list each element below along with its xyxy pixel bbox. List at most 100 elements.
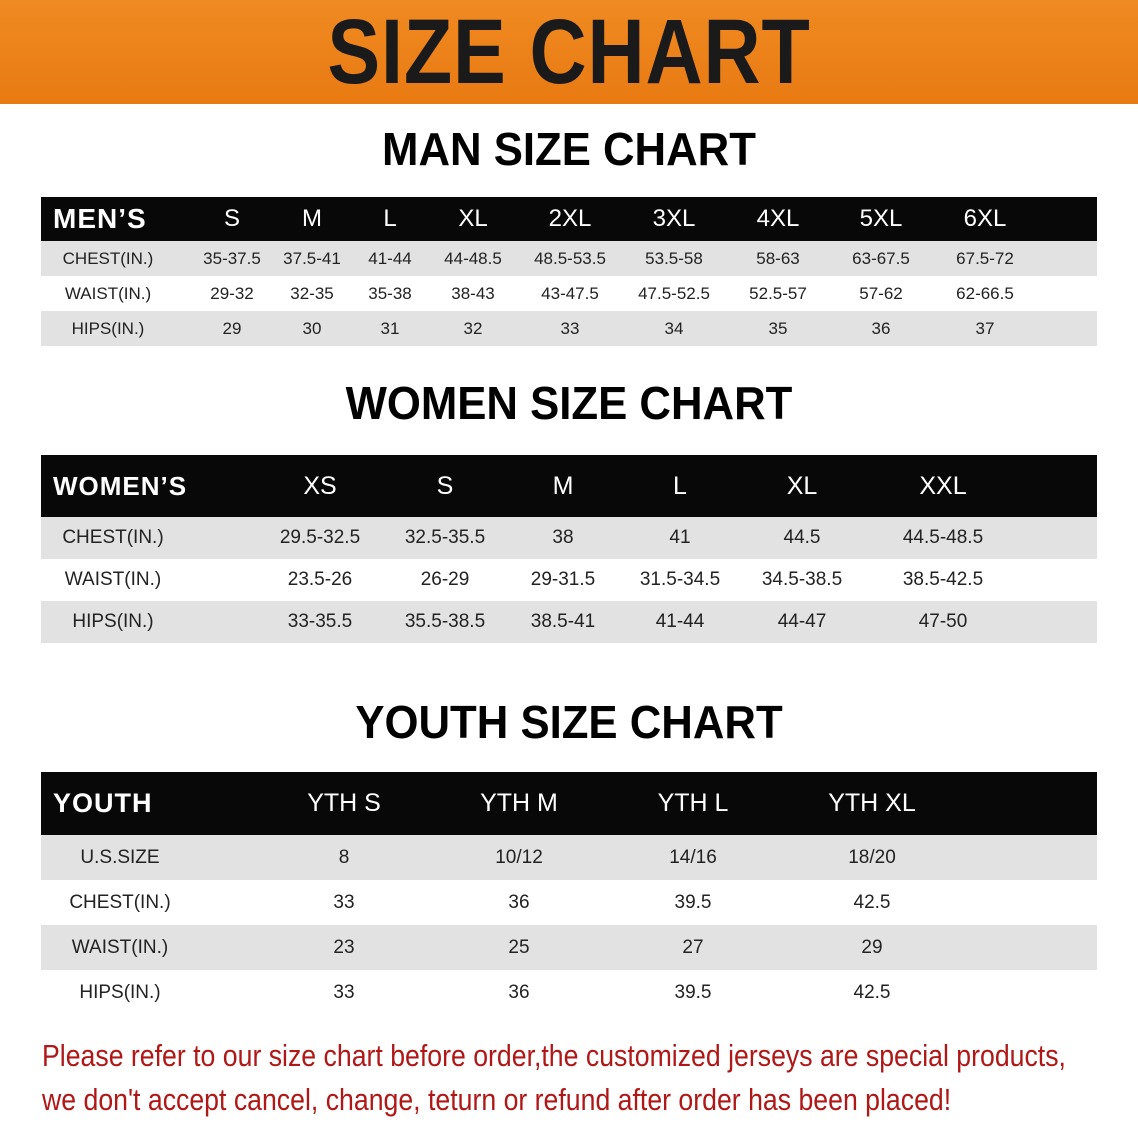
- youth-size-table: YOUTH YTH S YTH M YTH L YTH XL U.S.SIZE 8 10/12…: [41, 772, 1097, 1015]
- measurement-cell: 34: [664, 318, 684, 338]
- measurement-cell: 39.5: [674, 981, 712, 1003]
- table-row: U.S.SIZE 8 10/12 14/16 18/20: [41, 835, 1097, 880]
- row-label: WAIST(IN.): [64, 569, 162, 590]
- notice-line-2: we don't accept cancel, change, teturn o…: [42, 1082, 952, 1117]
- table-row: WAIST(IN.) 23.5-26 26-29 29-31.5 31.5-34.5 34…: [41, 559, 1097, 601]
- row-label: HIPS(IN.): [72, 611, 154, 632]
- measurement-cell: 62-66.5: [956, 283, 1014, 303]
- size-header: L: [673, 471, 687, 500]
- size-header: YTH M: [480, 789, 558, 817]
- size-header: M: [302, 205, 322, 232]
- row-label: CHEST(IN.): [62, 527, 164, 548]
- measurement-cell: 47-50: [918, 611, 968, 632]
- measurement-cell: 44.5: [783, 527, 821, 548]
- men-header-row: MEN’S S M L XL 2XL 3XL 4XL 5XL 6XL: [41, 197, 1097, 241]
- men-section-title: MAN SIZE CHART: [382, 123, 756, 175]
- measurement-cell: 29.5-32.5: [279, 527, 361, 548]
- measurement-cell: 25: [508, 936, 530, 958]
- measurement-cell: 53.5-58: [645, 248, 703, 268]
- size-header: XS: [303, 471, 337, 500]
- measurement-cell: 44-48.5: [444, 248, 502, 268]
- row-label: CHEST(IN.): [62, 248, 154, 268]
- women-header-label: WOMEN’S: [53, 470, 188, 501]
- measurement-cell: 43-47.5: [541, 283, 599, 303]
- banner: SIZE CHART: [0, 0, 1138, 104]
- measurement-cell: 23.5-26: [287, 569, 353, 590]
- table-row: CHEST(IN.) 29.5-32.5 32.5-35.5 38 41 44.5 44.5…: [41, 517, 1097, 559]
- men-header-label: MEN’S: [53, 203, 147, 234]
- measurement-cell: 30: [302, 318, 322, 338]
- measurement-cell: 33: [560, 318, 580, 338]
- youth-header-label: YOUTH: [53, 788, 153, 818]
- women-section-title: WOMEN SIZE CHART: [345, 377, 793, 429]
- measurement-cell: 48.5-53.5: [534, 248, 606, 268]
- measurement-cell: 23: [333, 936, 355, 958]
- measurement-cell: 34.5-38.5: [761, 569, 843, 590]
- size-header: S: [223, 205, 240, 232]
- measurement-cell: 42.5: [853, 891, 891, 913]
- measurement-cell: 33-35.5: [287, 611, 353, 632]
- measurement-cell: 31.5-34.5: [639, 569, 721, 590]
- measurement-cell: 37.5-41: [283, 248, 341, 268]
- row-label: HIPS(IN.): [79, 981, 161, 1003]
- measurement-cell: 36: [508, 891, 530, 913]
- measurement-cell: 39.5: [674, 891, 712, 913]
- measurement-cell: 31: [380, 318, 400, 338]
- measurement-cell: 10/12: [495, 846, 543, 868]
- measurement-cell: 38: [552, 527, 574, 548]
- size-header: YTH L: [657, 789, 729, 817]
- size-header: 5XL: [859, 205, 903, 232]
- notice-line-1: Please refer to our size chart before or…: [42, 1038, 1066, 1073]
- banner-title: SIZE CHART: [327, 1, 811, 103]
- table-row: WAIST(IN.) 29-32 32-35 35-38 38-43 43-47.5 47.…: [41, 276, 1097, 311]
- measurement-cell: 35.5-38.5: [404, 611, 486, 632]
- measurement-cell: 63-67.5: [852, 248, 910, 268]
- measurement-cell: 8: [338, 846, 350, 868]
- measurement-cell: 32: [463, 318, 483, 338]
- size-header: S: [436, 471, 454, 500]
- measurement-cell: 44-47: [777, 611, 827, 632]
- measurement-cell: 37: [975, 318, 995, 338]
- measurement-cell: 42.5: [853, 981, 891, 1003]
- youth-header-row: YOUTH YTH S YTH M YTH L YTH XL: [41, 772, 1097, 835]
- measurement-cell: 29-31.5: [530, 569, 596, 590]
- measurement-cell: 41: [669, 527, 691, 548]
- measurement-cell: 29: [222, 318, 242, 338]
- measurement-cell: 29-32: [210, 283, 254, 303]
- youth-section-title: YOUTH SIZE CHART: [355, 696, 783, 748]
- women-header-row: WOMEN’S XS S M L XL XXL: [41, 455, 1097, 517]
- measurement-cell: 33: [333, 891, 355, 913]
- table-row: CHEST(IN.) 33 36 39.5 42.5: [41, 880, 1097, 925]
- measurement-cell: 14/16: [669, 846, 717, 868]
- size-header: L: [383, 205, 397, 232]
- measurement-cell: 29: [861, 936, 883, 958]
- measurement-cell: 57-62: [859, 283, 903, 303]
- measurement-cell: 36: [871, 318, 891, 338]
- size-header: XL: [786, 471, 818, 500]
- row-label: HIPS(IN.): [71, 318, 145, 338]
- measurement-cell: 52.5-57: [749, 283, 807, 303]
- table-row: HIPS(IN.) 33 36 39.5 42.5: [41, 970, 1097, 1015]
- measurement-cell: 27: [682, 936, 704, 958]
- size-header: 4XL: [756, 205, 800, 232]
- size-header: 2XL: [548, 205, 592, 232]
- row-label: U.S.SIZE: [80, 846, 160, 868]
- table-row: HIPS(IN.) 29 30 31 32 33 34 35 36 37: [41, 311, 1097, 346]
- measurement-cell: 36: [508, 981, 530, 1003]
- measurement-cell: 38.5-41: [530, 611, 596, 632]
- size-header: XXL: [919, 471, 967, 500]
- measurement-cell: 47.5-52.5: [638, 283, 710, 303]
- row-label: WAIST(IN.): [64, 283, 152, 303]
- measurement-cell: 35-37.5: [203, 248, 261, 268]
- size-header: M: [552, 471, 574, 500]
- measurement-cell: 35-38: [368, 283, 412, 303]
- size-header: XL: [458, 205, 488, 232]
- table-row: CHEST(IN.) 35-37.5 37.5-41 41-44 44-48.5 48.5…: [41, 241, 1097, 276]
- measurement-cell: 32.5-35.5: [404, 527, 486, 548]
- measurement-cell: 32-35: [290, 283, 334, 303]
- measurement-cell: 38.5-42.5: [902, 569, 984, 590]
- table-row: WAIST(IN.) 23 25 27 29: [41, 925, 1097, 970]
- size-header: YTH S: [307, 789, 381, 817]
- row-label: CHEST(IN.): [69, 891, 171, 913]
- measurement-cell: 38-43: [451, 283, 495, 303]
